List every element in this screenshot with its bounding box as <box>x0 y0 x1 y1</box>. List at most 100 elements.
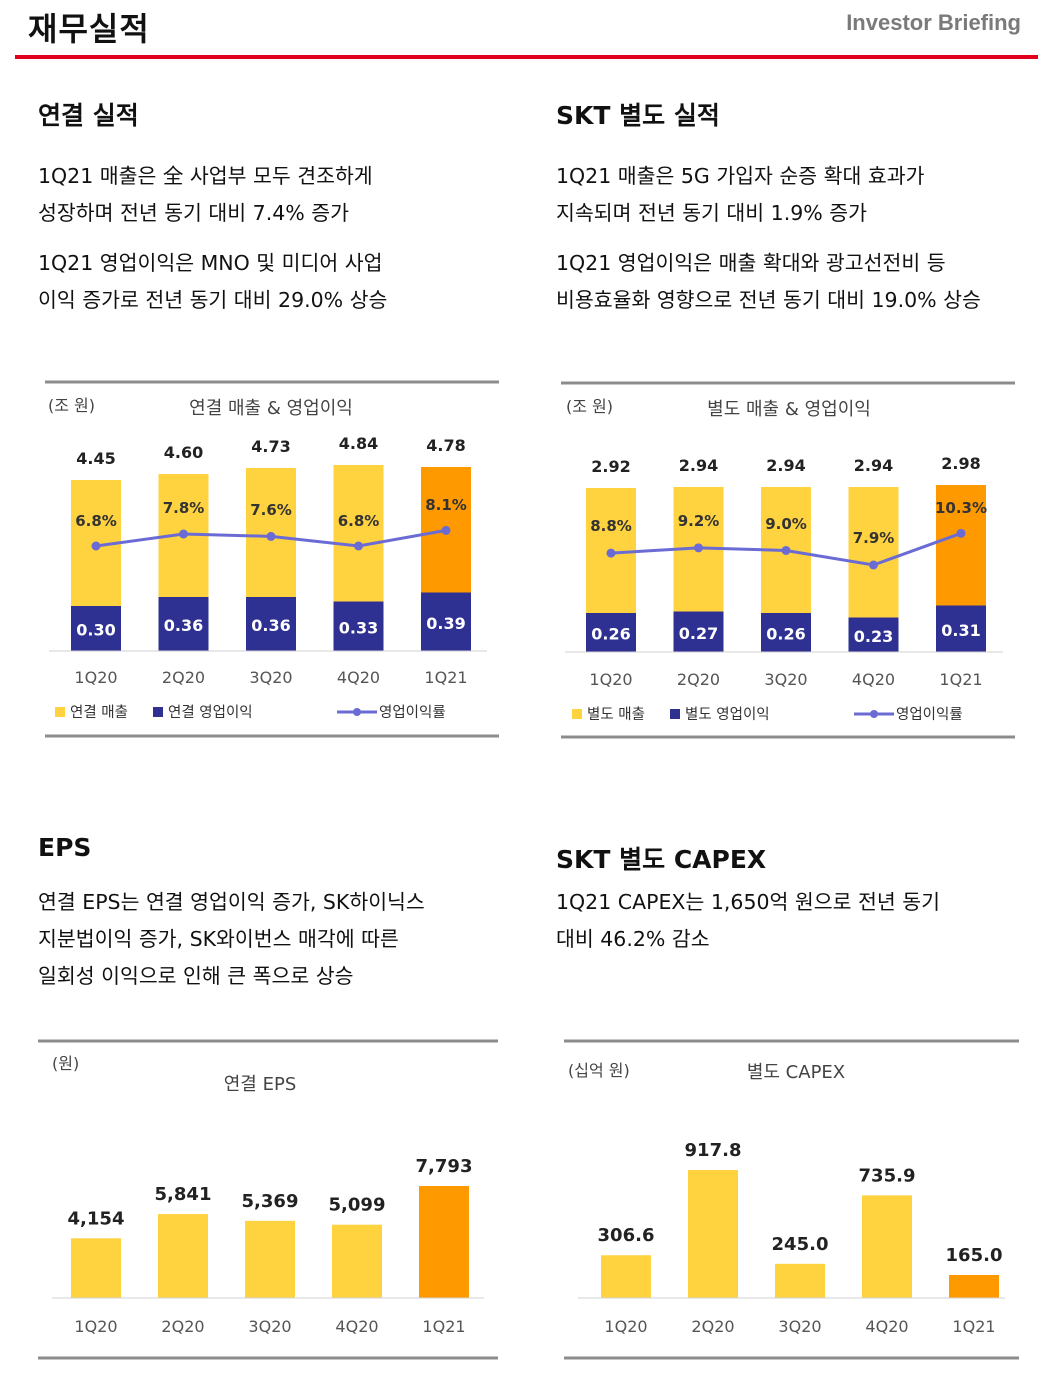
bar-operating-income <box>848 617 899 652</box>
header-divider <box>15 55 1038 59</box>
chart-unit-label: (조 원) <box>48 396 95 415</box>
x-tick-label: 1Q20 <box>74 1317 117 1336</box>
section-title-separate: SKT 별도 실적 <box>556 101 720 130</box>
text-line: 일회성 이익으로 인해 큰 폭으로 상승 <box>38 964 354 988</box>
x-tick-label: 2Q20 <box>691 1317 734 1336</box>
section-title-capex: SKT 별도 CAPEX <box>556 845 767 874</box>
bar-operating-income <box>586 613 636 652</box>
revenue-value-label: 2.92 <box>591 457 630 476</box>
chart-consolidated: (조 원) 연결 매출 & 영업이익 4.45 0.30 6.8% 1Q20 4.60 0.3… <box>45 380 499 738</box>
bar <box>419 1186 469 1298</box>
legend-swatch-margin-point <box>870 710 878 718</box>
op-value-label: 0.27 <box>679 624 718 643</box>
chart-title: 별도 CAPEX <box>747 1062 845 1083</box>
legend-label-revenue: 연결 매출 <box>70 704 128 721</box>
text-line: 1Q21 매출은 全 사업부 모두 견조하게 <box>38 164 373 188</box>
chart-title: 연결 매출 & 영업이익 <box>189 398 353 419</box>
bar-operating-income <box>936 605 986 652</box>
bar-operating-income <box>761 613 811 652</box>
bar <box>775 1263 825 1298</box>
bar <box>71 1238 121 1298</box>
legend-label-op: 연결 영업이익 <box>168 704 253 721</box>
op-value-label: 0.36 <box>164 616 203 635</box>
revenue-value-label: 4.60 <box>164 443 203 462</box>
margin-value-label: 10.3% <box>935 499 987 517</box>
legend-label-revenue: 별도 매출 <box>587 706 645 723</box>
op-value-label: 0.30 <box>76 621 115 640</box>
text-line: 연결 EPS는 연결 영업이익 증가, SK하이닉스 <box>38 890 425 914</box>
separate-para-1: 1Q21 매출은 5G 가입자 순증 확대 효과가 지속되며 전년 동기 대비 … <box>556 158 924 232</box>
text-line: 비용효율화 영향으로 전년 동기 대비 19.0% 상승 <box>556 288 981 312</box>
bar-revenue <box>333 465 384 602</box>
bar-operating-income <box>246 597 296 651</box>
bar <box>949 1274 999 1298</box>
bar-operating-income <box>333 601 384 651</box>
bar-value-label: 735.9 <box>859 1165 916 1186</box>
x-tick-label: 3Q20 <box>248 1317 291 1336</box>
chart-unit-label: (원) <box>52 1054 79 1073</box>
margin-point <box>266 531 276 541</box>
op-value-label: 0.36 <box>251 616 290 635</box>
capex-para: 1Q21 CAPEX는 1,650억 원으로 전년 동기 대비 46.2% 감소 <box>556 884 940 958</box>
revenue-value-label: 2.94 <box>679 456 718 475</box>
x-tick-label: 1Q20 <box>589 670 632 689</box>
x-tick-label: 3Q20 <box>778 1317 821 1336</box>
chart-unit-label: (조 원) <box>566 397 613 416</box>
x-tick-label: 1Q21 <box>952 1317 995 1336</box>
eps-para: 연결 EPS는 연결 영업이익 증가, SK하이닉스 지분법이익 증가, SK와… <box>38 884 425 995</box>
bar-operating-income <box>71 606 121 651</box>
brand-label: Investor Briefing <box>846 10 1021 35</box>
bar-value-label: 5,369 <box>242 1191 299 1212</box>
bar-operating-income <box>421 592 471 651</box>
x-tick-label: 1Q20 <box>74 668 117 687</box>
bar <box>245 1220 295 1298</box>
bar-value-label: 7,793 <box>416 1156 473 1177</box>
chart-unit-label: (십억 원) <box>568 1061 630 1080</box>
bar-value-label: 165.0 <box>946 1245 1003 1266</box>
margin-point <box>606 548 616 558</box>
text-line: 대비 46.2% 감소 <box>556 927 710 951</box>
consolidated-para-1: 1Q21 매출은 全 사업부 모두 견조하게 성장하며 전년 동기 대비 7.4… <box>38 158 373 232</box>
text-line: 1Q21 영업이익은 매출 확대와 광고선전비 등 <box>556 251 946 275</box>
bar-revenue <box>848 487 899 618</box>
chart-separate: (조 원) 별도 매출 & 영업이익 2.92 0.26 8.8% 1Q20 2.94 0.2… <box>561 381 1015 739</box>
x-tick-label: 1Q21 <box>939 670 982 689</box>
margin-value-label: 6.8% <box>75 512 117 530</box>
bar <box>601 1255 651 1298</box>
x-tick-label: 4Q20 <box>337 668 380 687</box>
x-tick-label: 2Q20 <box>162 668 205 687</box>
legend-label-margin: 영업이익률 <box>379 704 446 721</box>
text-line: 1Q21 매출은 5G 가입자 순증 확대 효과가 <box>556 164 925 188</box>
text-line: 이익 증가로 전년 동기 대비 29.0% 상승 <box>38 288 388 312</box>
revenue-value-label: 4.73 <box>251 437 290 456</box>
x-tick-label: 2Q20 <box>161 1317 204 1336</box>
chart-title: 연결 EPS <box>224 1074 297 1095</box>
margin-point <box>441 525 451 535</box>
x-tick-label: 1Q21 <box>422 1317 465 1336</box>
margin-point <box>179 529 188 539</box>
legend-swatch-revenue <box>572 709 582 719</box>
x-tick-label: 3Q20 <box>764 670 807 689</box>
section-title-eps: EPS <box>38 833 92 862</box>
bar-value-label: 245.0 <box>772 1234 829 1255</box>
bar-value-label: 306.6 <box>598 1225 655 1246</box>
text-line: 1Q21 영업이익은 MNO 및 미디어 사업 <box>38 251 383 275</box>
bar <box>158 1214 208 1298</box>
x-tick-label: 1Q20 <box>604 1317 647 1336</box>
bar-revenue <box>936 485 986 606</box>
chart-eps: (원) 연결 EPS 4,154 1Q20 5,841 2Q20 5,369 3Q20 5,09… <box>38 1039 498 1360</box>
consolidated-para-2: 1Q21 영업이익은 MNO 및 미디어 사업 이익 증가로 전년 동기 대비 … <box>38 245 387 319</box>
x-tick-label: 1Q21 <box>424 668 467 687</box>
margin-point <box>694 543 703 553</box>
margin-value-label: 8.1% <box>425 496 467 514</box>
legend-label-op: 별도 영업이익 <box>685 706 770 723</box>
legend-swatch-op <box>153 707 163 717</box>
bar-operating-income <box>673 611 724 652</box>
x-tick-label: 3Q20 <box>249 668 292 687</box>
bar <box>862 1195 912 1298</box>
margin-value-label: 7.9% <box>853 529 895 547</box>
op-value-label: 0.39 <box>426 614 465 633</box>
margin-value-label: 9.2% <box>678 512 720 530</box>
bar-value-label: 5,099 <box>329 1195 386 1216</box>
legend-swatch-revenue <box>55 707 65 717</box>
